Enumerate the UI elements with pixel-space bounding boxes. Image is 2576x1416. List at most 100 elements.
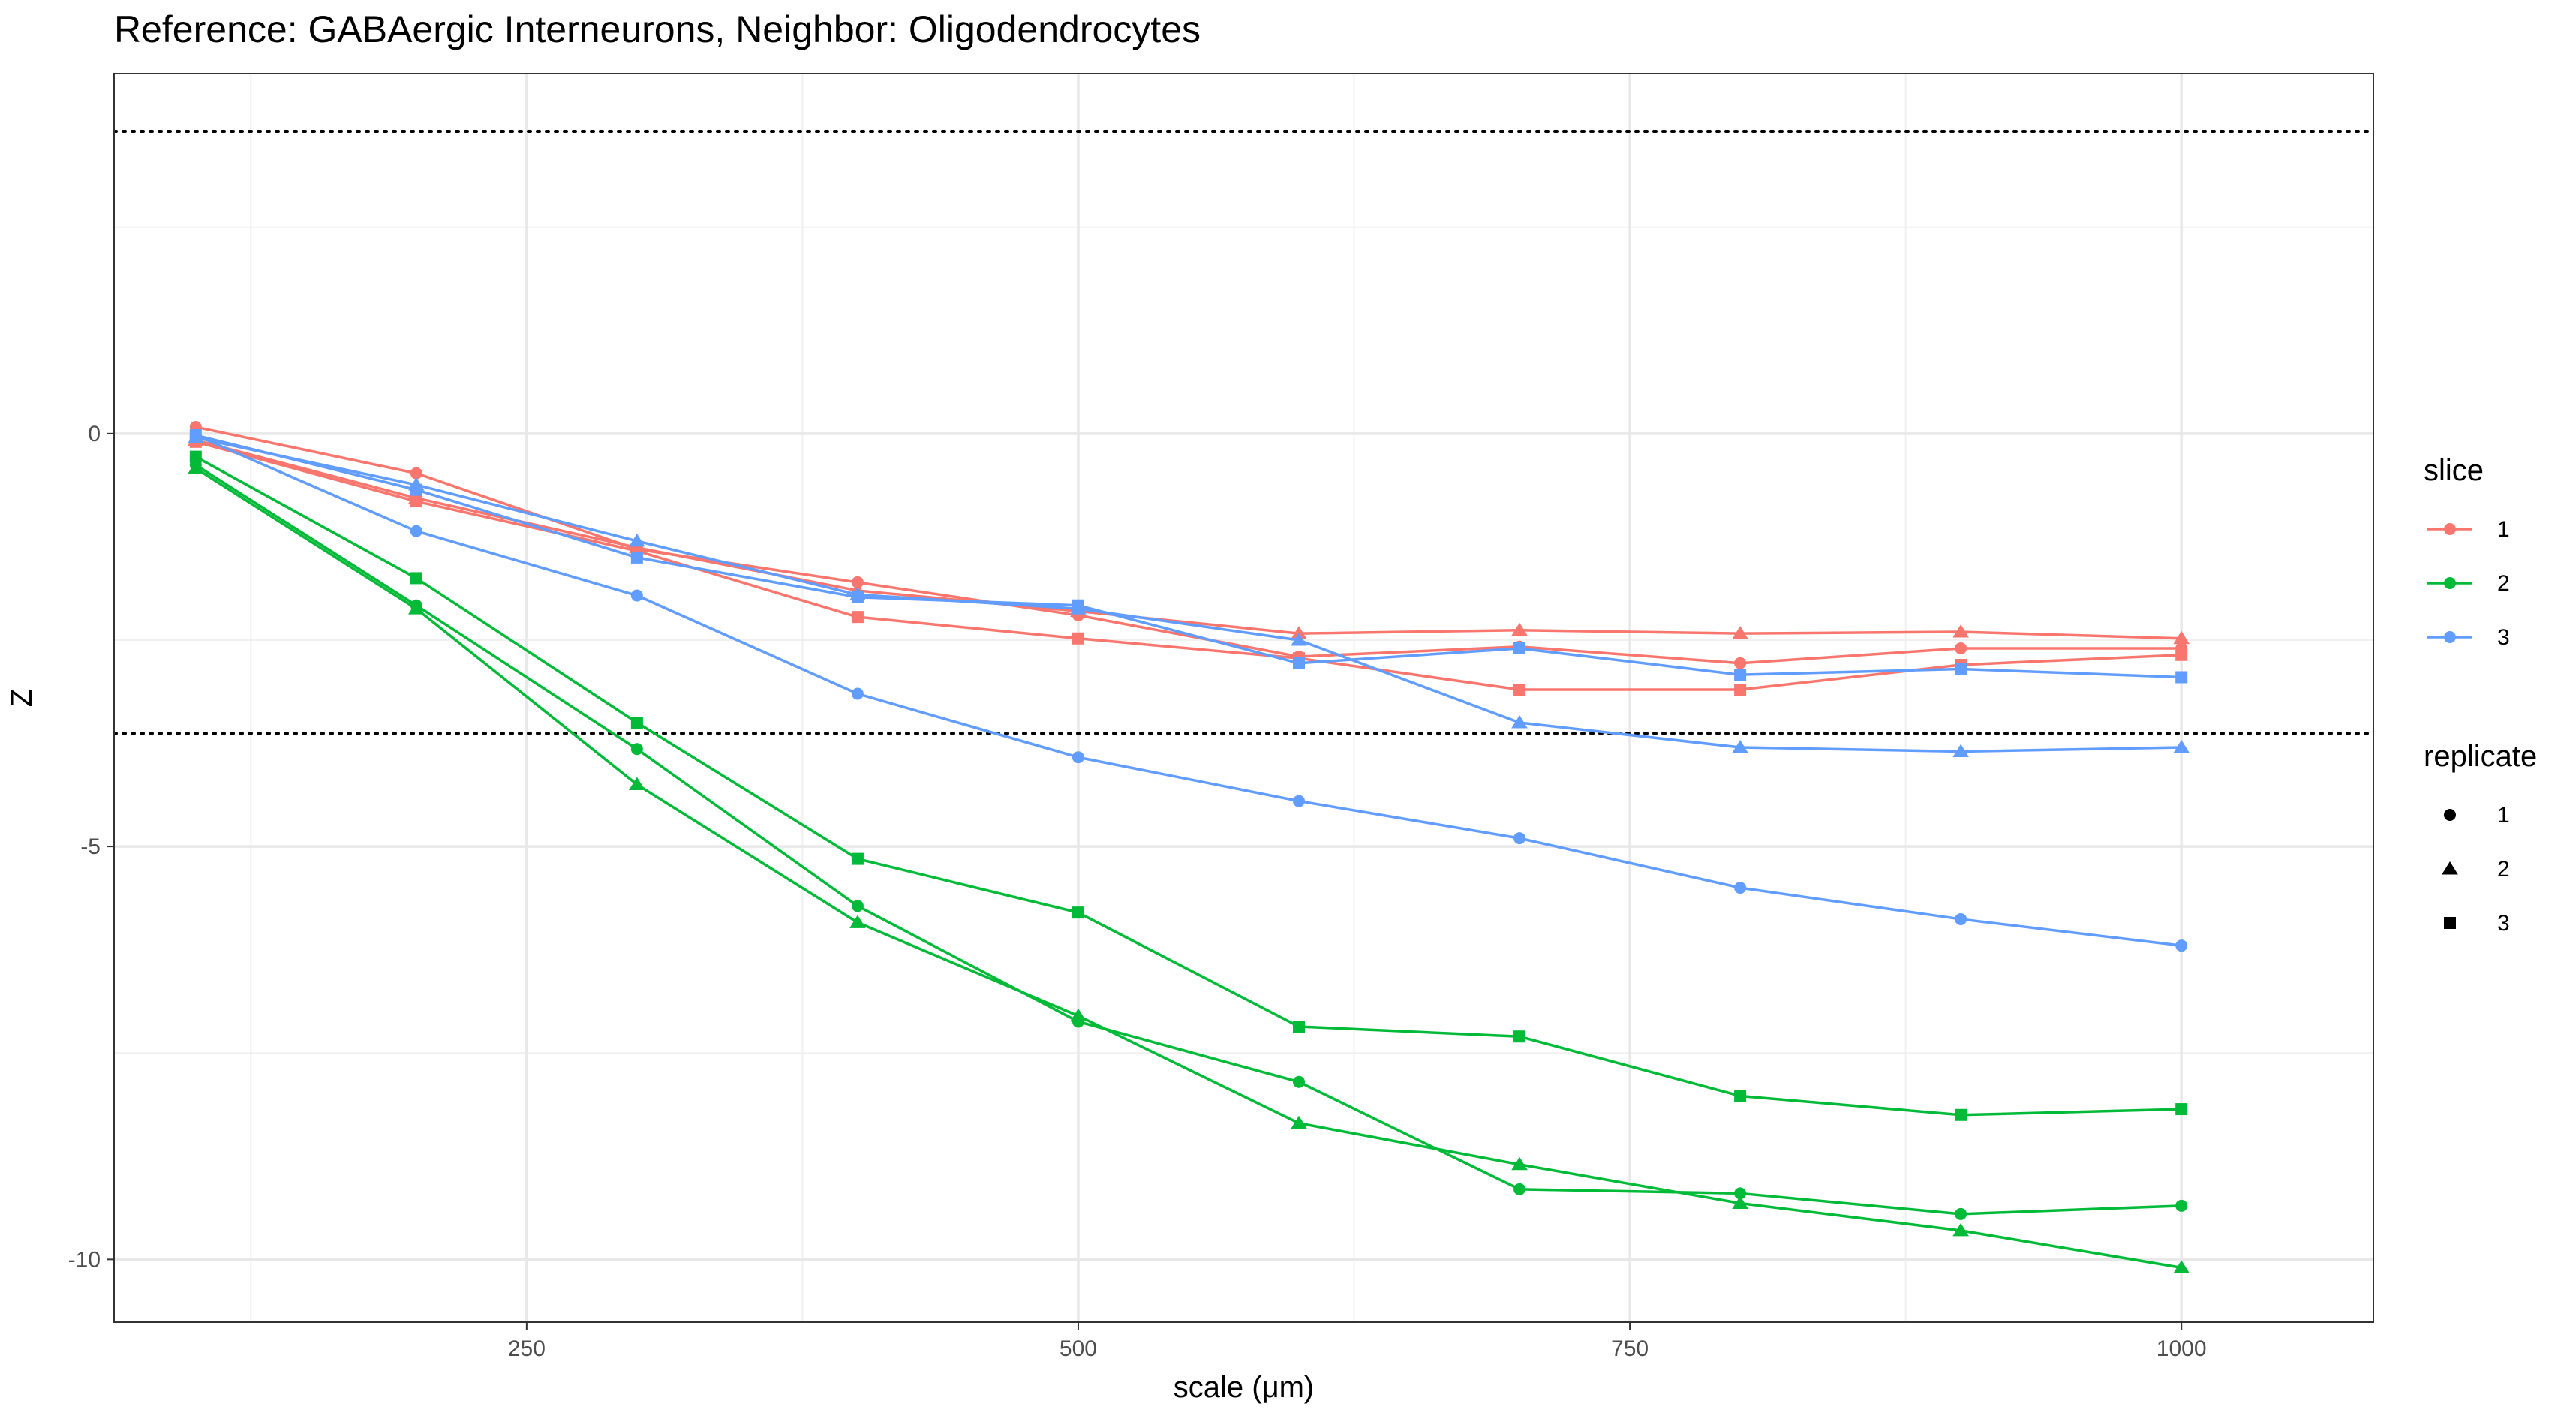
series-slice-3-replicate-3: [189, 429, 2188, 684]
legend: slice 1 2 3 replicate 1 2 3: [2424, 454, 2537, 936]
series-slice-1-replicate-2: [187, 432, 2190, 645]
series-slice-1-replicate-3: [189, 435, 2188, 696]
data-point: [630, 589, 643, 602]
legend-item-replicate-2: 2: [2442, 857, 2510, 882]
data-point: [1952, 744, 1969, 758]
y-axis-title: Z: [5, 689, 38, 707]
y-tick-label: -10: [68, 1247, 101, 1272]
data-point: [1955, 1108, 1967, 1121]
data-point: [1072, 751, 1084, 764]
legend-replicate: replicate 1 2 3: [2424, 740, 2537, 936]
data-point: [1291, 1115, 1307, 1129]
legend-key-marker: [2444, 631, 2456, 643]
data-point: [629, 533, 645, 547]
legend-item-slice-2: 2: [2427, 571, 2510, 596]
x-tick-label: 500: [1060, 1336, 1097, 1361]
data-point: [2173, 740, 2190, 753]
series-line: [194, 467, 2182, 1270]
legend-key-marker: [2442, 861, 2458, 875]
panel-border: [113, 73, 2374, 1323]
data-point: [1955, 1207, 1967, 1220]
data-point: [410, 495, 422, 508]
data-point: [2173, 630, 2190, 645]
data-point: [1293, 1021, 1306, 1033]
series-line: [194, 455, 2182, 1117]
data-point: [1072, 632, 1084, 645]
data-point: [1734, 657, 1747, 669]
series-slice-3-replicate-1: [189, 429, 2188, 952]
data-point: [1513, 1030, 1526, 1043]
chart-title: Reference: GABAergic Interneurons, Neigh…: [114, 8, 1201, 50]
data-point: [630, 551, 643, 564]
data-point: [1952, 1222, 1969, 1237]
data-point: [1955, 663, 1967, 675]
data-point: [851, 852, 864, 865]
series-line: [195, 434, 2182, 947]
legend-label: 2: [2497, 571, 2510, 596]
legend-label: 3: [2497, 625, 2510, 650]
data-point: [1511, 1156, 1528, 1171]
legend-item-replicate-1: 1: [2444, 803, 2510, 828]
data-point: [2173, 1260, 2190, 1273]
data-point: [2175, 1103, 2188, 1116]
data-point: [410, 572, 422, 585]
legend-label: 1: [2497, 517, 2510, 542]
data-point: [410, 525, 422, 537]
legend-key-marker: [2444, 577, 2456, 589]
reference-lines: [113, 130, 2375, 735]
data-point: [1955, 912, 1967, 925]
data-point: [410, 467, 422, 480]
y-tick-label: -5: [80, 834, 101, 859]
data-point: [1734, 1090, 1747, 1102]
data-point: [1732, 740, 1748, 753]
series-slice-2-replicate-1: [189, 458, 2188, 1220]
legend-key-marker: [2444, 809, 2456, 821]
data-point: [849, 915, 866, 928]
data-point: [2175, 939, 2188, 952]
data-point: [1513, 832, 1526, 845]
data-point: [1293, 1075, 1306, 1088]
axis-layer: 250 500 750 1000 0 -5 -10: [68, 422, 2207, 1361]
data-point: [1513, 1183, 1526, 1195]
data-point: [189, 429, 202, 442]
legend-label: 2: [2497, 857, 2510, 882]
legend-label: 3: [2497, 911, 2510, 936]
data-point: [1070, 1008, 1087, 1022]
x-tick-label: 1000: [2157, 1336, 2207, 1361]
data-point: [1293, 795, 1306, 807]
data-point: [1513, 683, 1526, 696]
data-point: [1734, 683, 1747, 696]
legend-item-replicate-3: 3: [2444, 911, 2510, 936]
legend-item-slice-1: 1: [2427, 517, 2510, 542]
series-layer: [187, 421, 2190, 1273]
x-axis-title: scale (μm): [1174, 1371, 1315, 1404]
data-point: [1734, 669, 1747, 681]
data-point: [851, 576, 864, 588]
data-point: [629, 777, 645, 791]
legend-item-slice-3: 3: [2427, 625, 2510, 650]
legend-label: 1: [2497, 803, 2510, 828]
data-point: [1513, 642, 1526, 654]
data-point: [2175, 671, 2188, 684]
data-point: [1955, 642, 1967, 654]
series-slice-2-replicate-3: [189, 450, 2188, 1121]
data-point: [1511, 622, 1528, 636]
series-line: [194, 464, 2182, 1216]
series-line: [195, 438, 2182, 640]
data-point: [1952, 624, 1969, 638]
series-slice-3-replicate-2: [187, 430, 2190, 758]
series-slice-2-replicate-2: [187, 461, 2190, 1273]
data-point: [1291, 626, 1307, 639]
data-point: [1072, 906, 1084, 919]
data-point: [1293, 657, 1306, 669]
data-point: [851, 900, 864, 912]
data-point: [408, 601, 425, 615]
data-point: [1734, 1187, 1747, 1200]
y-tick-label: 0: [88, 422, 101, 446]
data-point: [851, 591, 864, 603]
series-line: [195, 436, 2182, 753]
data-point: [1511, 715, 1528, 729]
data-point: [1732, 626, 1748, 639]
data-point: [630, 743, 643, 756]
